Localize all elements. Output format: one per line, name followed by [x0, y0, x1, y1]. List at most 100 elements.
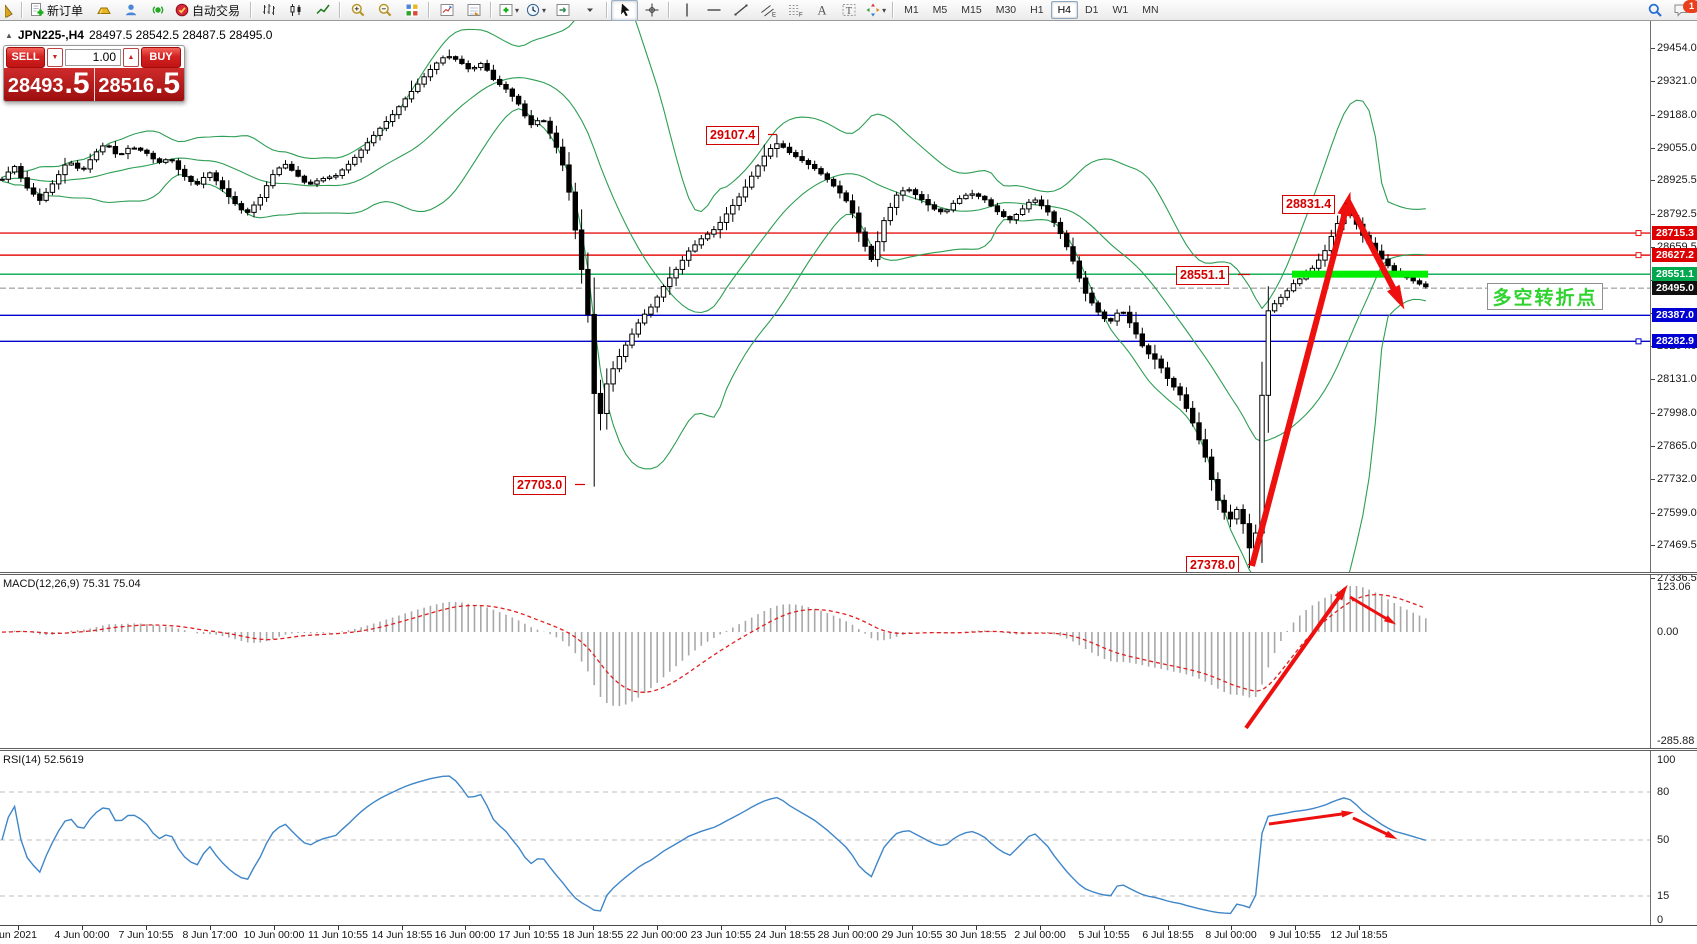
- price-tick-label: 28131.0: [1657, 373, 1697, 386]
- price-callout[interactable]: 28831.4: [1282, 195, 1336, 214]
- crosshair-button[interactable]: [638, 0, 665, 21]
- trend-arrow[interactable]: [1249, 200, 1351, 567]
- rsi-splitter[interactable]: [0, 748, 1697, 751]
- price-callout[interactable]: 27703.0: [513, 476, 567, 495]
- bull-bear-turning-point-note[interactable]: 多空转折点: [1487, 283, 1603, 310]
- indicator-window-button[interactable]: [460, 0, 487, 21]
- level-handle[interactable]: [1635, 252, 1642, 259]
- rsi-panel[interactable]: RSI(14) 52.5619: [0, 751, 1650, 924]
- macd-axis-label: 123.06: [1657, 581, 1691, 593]
- periods-button[interactable]: ▾: [522, 0, 549, 21]
- toolbar-overflow-button[interactable]: [576, 0, 603, 21]
- timeframe-h1-button[interactable]: H1: [1030, 4, 1044, 16]
- buy-price-display: 28516 .5: [98, 67, 181, 100]
- main-chart-panel[interactable]: ▲ JPN225-,H4 28497.5 28542.5 28487.5 284…: [0, 21, 1650, 572]
- trendline-button[interactable]: [727, 0, 754, 21]
- add-indicator-icon: [498, 2, 514, 18]
- volume-decrease-button[interactable]: ▼: [47, 47, 63, 67]
- time-label: 11 Jun 10:55: [308, 929, 368, 941]
- timeframe-d1-button[interactable]: D1: [1085, 4, 1099, 16]
- line-chart-button[interactable]: [309, 0, 336, 21]
- notifications-button[interactable]: 1: [1668, 0, 1697, 21]
- search-button[interactable]: [1641, 0, 1668, 21]
- price-axis[interactable]: 29454.0 29321.0 29188.0 29055.0 28925.5 28792…: [1650, 21, 1697, 926]
- macd-splitter[interactable]: [0, 572, 1697, 575]
- support-zone-bar[interactable]: [1292, 270, 1428, 278]
- zoom-out-button[interactable]: [371, 0, 398, 21]
- signals-button[interactable]: [144, 0, 171, 21]
- rsi-line[interactable]: [1, 775, 1426, 915]
- sell-button[interactable]: SELL: [6, 46, 45, 68]
- one-click-trading-widget: SELL ▼ ▲ BUY 28493 .5 28516 .5: [3, 45, 185, 102]
- text-icon: A: [814, 2, 830, 18]
- macd-signal-line[interactable]: [1, 593, 1427, 693]
- arrows-button[interactable]: ▾: [862, 0, 889, 21]
- price-callout[interactable]: 28551.1: [1176, 266, 1230, 285]
- macd-axis-label: -285.88: [1657, 735, 1695, 747]
- community-button[interactable]: [117, 0, 144, 21]
- timeframe-m30-button[interactable]: M30: [995, 4, 1017, 16]
- text-label-button[interactable]: T: [835, 0, 862, 21]
- axis-tick: [1651, 81, 1655, 83]
- time-label: 14 Jun 18:55: [371, 929, 433, 941]
- trend-arrow[interactable]: [1352, 816, 1394, 839]
- bar-chart-button[interactable]: [255, 0, 282, 21]
- arrows-icon: [865, 2, 881, 18]
- timeframe-m5-button[interactable]: M5: [932, 4, 948, 16]
- time-axis[interactable]: un 2021 4 Jun 00:00 7 Jun 10:55 8 Jun 17:00…: [0, 925, 1697, 944]
- trend-arrow[interactable]: [1244, 588, 1346, 730]
- timeframe-m1-button[interactable]: M1: [904, 4, 919, 16]
- indicator-window-icon: [466, 2, 482, 18]
- volume-input[interactable]: [65, 48, 121, 66]
- add-indicator-button[interactable]: ▾: [495, 0, 522, 21]
- tile-windows-button[interactable]: [398, 0, 425, 21]
- cursor-button[interactable]: [611, 0, 639, 21]
- axis-tick: [1651, 213, 1655, 215]
- candlestick-chart-button[interactable]: [282, 0, 309, 21]
- level-handle[interactable]: [1635, 230, 1642, 237]
- price-tick-label: 29321.0: [1657, 75, 1697, 88]
- indicators-button[interactable]: [433, 0, 460, 21]
- buy-button[interactable]: BUY: [141, 46, 181, 68]
- candlesticks[interactable]: [0, 49, 1429, 569]
- equidistant-channel-button[interactable]: E: [754, 0, 781, 21]
- toolbar-separator: [490, 2, 493, 18]
- time-tick: [1359, 926, 1360, 930]
- timeframe-h4-button[interactable]: H4: [1050, 1, 1079, 19]
- chart-shift-button[interactable]: [549, 0, 576, 21]
- price-tick-label: 28925.5: [1657, 174, 1697, 187]
- horizontal-level-lines[interactable]: [0, 230, 1650, 345]
- bollinger-bands[interactable]: [1, 21, 1426, 572]
- new-order-button-label: 新订单: [47, 3, 84, 18]
- time-tick: [274, 926, 275, 930]
- new-order-button[interactable]: 新订单: [26, 0, 90, 21]
- vertical-line-button[interactable]: [673, 0, 700, 21]
- zoom-in-button[interactable]: [344, 0, 371, 21]
- price-callout[interactable]: 29107.4: [706, 126, 760, 145]
- horizontal-line-button[interactable]: [700, 0, 727, 21]
- macd-panel[interactable]: MACD(12,26,9) 75.31 75.04: [0, 575, 1650, 748]
- time-tick: [976, 926, 977, 930]
- autotrading-button[interactable]: 自动交易: [171, 0, 247, 21]
- periods-icon: [525, 2, 541, 18]
- time-label: 8 Jul 00:00: [1205, 929, 1257, 941]
- gold-chart-button[interactable]: [90, 0, 117, 21]
- time-tick: [529, 926, 530, 930]
- timeframe-m15-button[interactable]: M15: [961, 4, 982, 16]
- axis-tick: [1651, 48, 1655, 49]
- arrow-head: [1384, 830, 1398, 840]
- macd-histogram[interactable]: [1, 586, 1427, 707]
- timeframe-w1-button[interactable]: W1: [1112, 4, 1129, 16]
- trend-arrow[interactable]: [1268, 811, 1350, 826]
- volume-increase-button[interactable]: ▲: [123, 47, 139, 67]
- trend-arrow[interactable]: [1349, 595, 1393, 624]
- level-handle[interactable]: [1635, 338, 1642, 345]
- fibonacci-button[interactable]: F: [781, 0, 808, 21]
- text-button[interactable]: A: [808, 0, 835, 21]
- timeframe-mn-button[interactable]: MN: [1142, 4, 1159, 16]
- trend-arrow[interactable]: [1345, 199, 1403, 303]
- svg-text:T: T: [845, 6, 852, 17]
- price-callout[interactable]: 27378.0: [1186, 556, 1240, 572]
- time-label: 10 Jun 00:00: [243, 929, 305, 941]
